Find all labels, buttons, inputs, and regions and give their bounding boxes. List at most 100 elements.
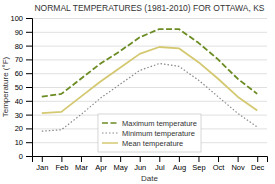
- x-tick: Mar: [75, 156, 88, 172]
- y-tick-mark: [26, 156, 32, 157]
- grid-line: [32, 46, 267, 47]
- y-tick-label: 40: [15, 97, 23, 106]
- y-tick: 0: [19, 152, 32, 161]
- x-tick-mark: [198, 156, 199, 162]
- x-tick-mark: [140, 156, 141, 162]
- y-axis-title: Temperature (°F): [1, 56, 10, 117]
- x-tick-mark: [101, 156, 102, 162]
- plot-area: 0 10 20 30 40 50 60 70 80 90 100 Jan Feb Mar Apr May Jun…: [10, 14, 267, 172]
- x-tick-label: Jun: [134, 163, 146, 172]
- x-tick: Oct: [213, 156, 226, 172]
- y-tick-label: 90: [15, 28, 23, 37]
- legend-swatch: [102, 142, 118, 144]
- x-axis-line: [33, 157, 268, 163]
- y-tick-label: 10: [15, 138, 23, 147]
- y-tick-label: 50: [15, 83, 23, 92]
- grid: [32, 19, 267, 157]
- grid-line: [32, 18, 267, 19]
- y-tick-label: 0: [19, 152, 23, 161]
- grid-tick: [32, 32, 267, 33]
- series-line: [42, 47, 257, 113]
- y-tick-label: 80: [15, 42, 23, 51]
- x-tick-mark: [218, 156, 219, 162]
- grid-tick: [32, 59, 267, 60]
- y-tick-mark: [26, 59, 32, 60]
- grid-tick: [32, 101, 267, 102]
- y-axis: 0 10 20 30 40 50 60 70 80 90 100: [10, 14, 32, 161]
- x-tick: Jul: [155, 156, 165, 172]
- x-tick: Nov: [231, 156, 245, 172]
- y-tick-mark: [26, 32, 32, 33]
- y-tick-label: 20: [15, 124, 23, 133]
- legend-label: Minimum temperature: [122, 129, 195, 138]
- x-tick-mark: [42, 156, 43, 162]
- legend: Maximum temperatureMinimum temperatureMe…: [98, 114, 201, 152]
- x-axis-title: Date: [141, 174, 158, 183]
- y-tick-label: 70: [15, 55, 23, 64]
- y-tick: 90: [15, 28, 32, 37]
- x-tick-label: Jan: [36, 163, 48, 172]
- x-tick-mark: [159, 156, 160, 162]
- x-tick-label: Apr: [95, 163, 107, 172]
- x-tick-label: Oct: [213, 163, 226, 172]
- grid-tick: [32, 46, 267, 47]
- y-tick-mark: [26, 115, 32, 116]
- x-tick-mark: [179, 156, 180, 162]
- x-tick-label: Sep: [192, 163, 205, 172]
- x-tick-label: Jul: [155, 163, 165, 172]
- y-tick-mark: [26, 101, 32, 102]
- x-tick: Apr: [95, 156, 107, 172]
- grid-tick: [32, 87, 267, 88]
- legend-swatch: [102, 132, 118, 133]
- grid-line: [32, 87, 267, 88]
- legend-swatch: [102, 122, 118, 124]
- x-tick-mark: [238, 156, 239, 162]
- y-tick: 40: [15, 97, 32, 106]
- y-tick-mark: [26, 142, 32, 143]
- y-tick-mark: [26, 128, 32, 129]
- y-tick: 60: [15, 69, 32, 78]
- x-tick-mark: [257, 156, 258, 162]
- y-tick: 80: [15, 42, 32, 51]
- grid-line: [32, 59, 267, 60]
- x-tick: Dec: [251, 156, 265, 172]
- x-tick: Feb: [55, 156, 68, 172]
- y-tick-mark: [26, 18, 32, 19]
- legend-frame: [98, 114, 201, 152]
- chart: 0 10 20 30 40 50 60 70 80 90 100 Jan Feb Mar Apr May Jun…: [0, 0, 275, 184]
- x-tick-label: Aug: [173, 163, 186, 172]
- x-tick: May: [114, 156, 128, 172]
- y-tick-mark: [26, 73, 32, 74]
- y-tick: 100: [10, 14, 32, 23]
- title: NORMAL TEMPERATURES (1981-2010) FOR OTTA…: [34, 3, 264, 13]
- legend-label: Maximum temperature: [122, 119, 197, 128]
- x-tick-label: Feb: [55, 163, 68, 172]
- x-tick-mark: [61, 156, 62, 162]
- series-line: [42, 64, 257, 132]
- y-tick-mark: [26, 46, 32, 47]
- x-tick: Sep: [192, 156, 205, 172]
- x-axis: Jan Feb Mar Apr May Jun Jul Aug Sep Oct Nov Dec: [33, 156, 268, 172]
- x-tick-mark: [120, 156, 121, 162]
- y-tick: 50: [15, 83, 32, 92]
- x-tick: Jan: [36, 156, 48, 172]
- y-axis-line: [26, 19, 33, 157]
- x-tick-mark: [81, 156, 82, 162]
- grid-line: [32, 32, 267, 33]
- grid-tick: [32, 18, 267, 19]
- y-tick-mark: [26, 87, 32, 88]
- x-tick: Jun: [134, 156, 146, 172]
- y-tick: 10: [15, 138, 32, 147]
- x-tick-label: May: [114, 163, 128, 172]
- y-tick: 30: [15, 111, 32, 120]
- x-tick-label: Mar: [75, 163, 88, 172]
- grid-line: [32, 101, 267, 102]
- y-tick: 20: [15, 124, 32, 133]
- series-line: [42, 29, 257, 97]
- x-tick-label: Nov: [231, 163, 245, 172]
- y-tick-label: 30: [15, 111, 23, 120]
- y-tick: 70: [15, 55, 32, 64]
- y-tick-label: 100: [10, 14, 23, 23]
- legend-label: Mean temperature: [122, 139, 183, 148]
- y-tick-label: 60: [15, 69, 23, 78]
